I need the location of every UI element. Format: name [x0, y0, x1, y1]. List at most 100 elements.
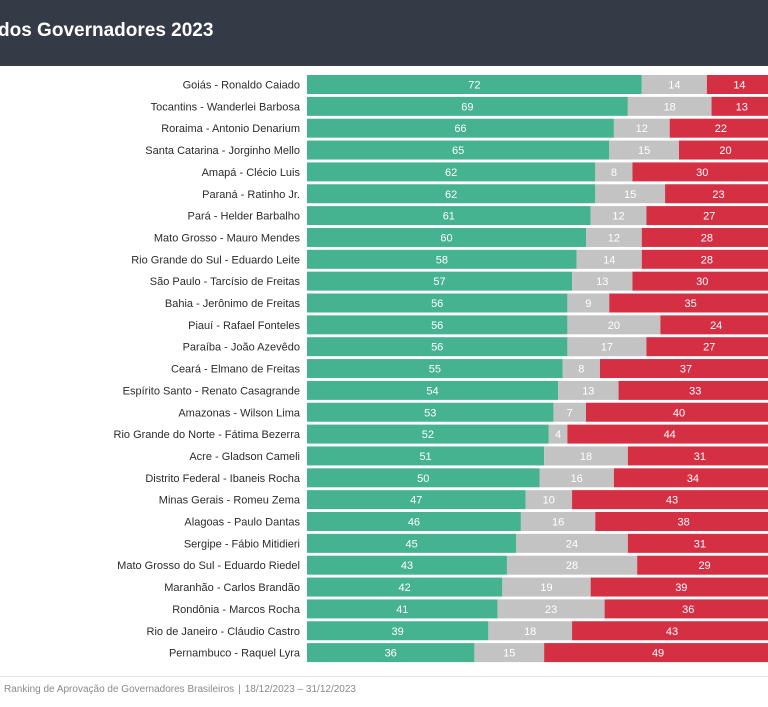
data-label: 16 [571, 473, 583, 485]
data-label: 62 [445, 167, 457, 179]
category-label: Santa Catarina - Jorginho Mello [145, 145, 300, 157]
chart-row: Roraima - Antonio Denarium 66 12 22 [161, 118, 768, 138]
bar-segment-disapprove [604, 599, 768, 619]
category-label: Mato Grosso do Sul - Eduardo Riedel [117, 560, 300, 572]
data-label: 9 [585, 298, 591, 310]
data-label: 13 [736, 101, 748, 113]
category-label: Tocantins - Wanderlei Barbosa [151, 101, 301, 113]
bar-segment-disapprove [641, 249, 768, 269]
category-label: Paraíba - João Azevêdo [183, 342, 300, 354]
bar-segment-neutral [567, 293, 610, 313]
chart-row: Bahia - Jerônimo de Freitas 56 9 35 [165, 293, 768, 313]
category-label: Rondônia - Marcos Rocha [172, 604, 301, 616]
bar-segment-neutral [553, 402, 586, 422]
bar-segment-neutral [641, 75, 707, 94]
data-label: 56 [431, 320, 443, 332]
data-label: 24 [566, 538, 578, 550]
data-label: 51 [419, 451, 431, 463]
data-label: 28 [701, 254, 713, 266]
bar-segment-approve [307, 599, 498, 619]
bar-segment-approve [307, 577, 503, 597]
category-label: São Paulo - Tarcísio de Freitas [150, 276, 301, 288]
category-label: Sergipe - Fábio Mitidieri [184, 538, 300, 550]
data-label: 56 [431, 342, 443, 354]
data-label: 53 [424, 407, 436, 419]
data-label: 43 [666, 495, 678, 507]
bar-segment-neutral [488, 621, 573, 641]
bar-segment-disapprove [544, 643, 768, 663]
bar-segment-neutral [525, 490, 573, 510]
data-label: 55 [429, 364, 441, 376]
bar-segment-disapprove [660, 315, 768, 335]
category-label: Bahia - Jerônimo de Freitas [165, 298, 301, 310]
chart-row: Acre - Gladson Cameli 51 18 31 [189, 446, 768, 466]
bar-segment-approve [307, 512, 521, 531]
data-label: 37 [680, 364, 692, 376]
footer-source: Ranking de Aprovação de Governadores Bra… [4, 684, 235, 695]
chart-row: Goiás - Ronaldo Caiado 72 14 14 [183, 75, 768, 94]
bar-segment-neutral [590, 206, 647, 226]
bar-segment-approve [307, 118, 614, 138]
chart-row: Piauí - Rafael Fonteles 56 20 24 [188, 315, 768, 335]
chart-row: Espírito Santo - Renato Casagrande 54 13 33 [123, 380, 768, 400]
data-label: 62 [445, 189, 457, 201]
data-label: 15 [638, 145, 650, 157]
chart-row: Maranhão - Carlos Brandão 42 19 39 [164, 577, 768, 597]
footer-period: 18/12/2023 – 31/12/2023 [244, 684, 356, 695]
category-label: Rio Grande do Sul - Eduardo Leite [131, 254, 300, 266]
bar-segment-approve [307, 490, 526, 510]
footer: Ranking de Aprovação de Governadores Bra… [4, 684, 356, 695]
data-label: 61 [443, 211, 455, 223]
bar-segment-neutral [586, 227, 642, 247]
data-label: 7 [567, 407, 573, 419]
chart-row: Alagoas - Paulo Dantas 46 16 38 [184, 512, 768, 531]
data-label: 30 [696, 276, 708, 288]
bar-segment-neutral [474, 643, 545, 663]
data-label: 40 [673, 407, 685, 419]
chart-row: Pernambuco - Raquel Lyra 36 15 49 [169, 643, 768, 663]
data-label: 13 [596, 276, 608, 288]
bar-segment-neutral [576, 249, 642, 269]
data-label: 18 [664, 101, 676, 113]
bar-segment-approve [307, 315, 568, 335]
bar-segment-neutral [609, 140, 679, 160]
data-label: 22 [715, 123, 727, 135]
data-label: 60 [440, 232, 452, 244]
bar-segment-approve [307, 162, 596, 182]
chart-row: Mato Grosso do Sul - Eduardo Riedel 43 28 2… [117, 555, 768, 575]
chart-row: Mato Grosso - Mauro Mendes 60 12 28 [154, 227, 768, 247]
category-label: Amazonas - Wilson Lima [178, 407, 301, 419]
data-label: 41 [396, 604, 408, 616]
category-label: Rio de Janeiro - Cláudio Castro [147, 626, 300, 638]
bar-segment-approve [307, 621, 489, 641]
data-label: 14 [603, 254, 615, 266]
data-label: 15 [624, 189, 636, 201]
bar-segment-approve [307, 140, 610, 160]
data-label: 36 [682, 604, 694, 616]
data-label: 44 [664, 429, 676, 441]
bar-segment-neutral [548, 424, 568, 444]
footer-divider [0, 676, 768, 677]
bar-segment-approve [307, 206, 591, 226]
chart-row: Sergipe - Fábio Mitidieri 45 24 31 [184, 533, 768, 553]
data-label: 8 [611, 167, 617, 179]
bar-segment-neutral [539, 468, 614, 488]
data-label: 49 [652, 648, 664, 660]
bar-segment-disapprove [618, 380, 768, 400]
bar-segment-disapprove [711, 96, 768, 116]
data-label: 29 [698, 560, 710, 572]
bar-segment-approve [307, 533, 517, 553]
data-label: 69 [461, 101, 473, 113]
bar-segment-disapprove [637, 555, 768, 575]
data-label: 66 [454, 123, 466, 135]
data-label: 54 [426, 385, 438, 397]
category-label: Goiás - Ronaldo Caiado [183, 80, 300, 92]
bar-segment-neutral [595, 162, 633, 182]
bar-segment-neutral [627, 96, 712, 116]
bar-segment-neutral [558, 380, 619, 400]
category-label: Ceará - Elmano de Freitas [171, 364, 300, 376]
header-bar: dos Governadores 2023 [0, 0, 768, 66]
chart-row: Tocantins - Wanderlei Barbosa 69 18 13 [151, 96, 768, 116]
chart-row: Rio Grande do Norte - Fátima Bezerra 52 4 4… [114, 424, 768, 444]
bar-segment-neutral [572, 271, 633, 291]
